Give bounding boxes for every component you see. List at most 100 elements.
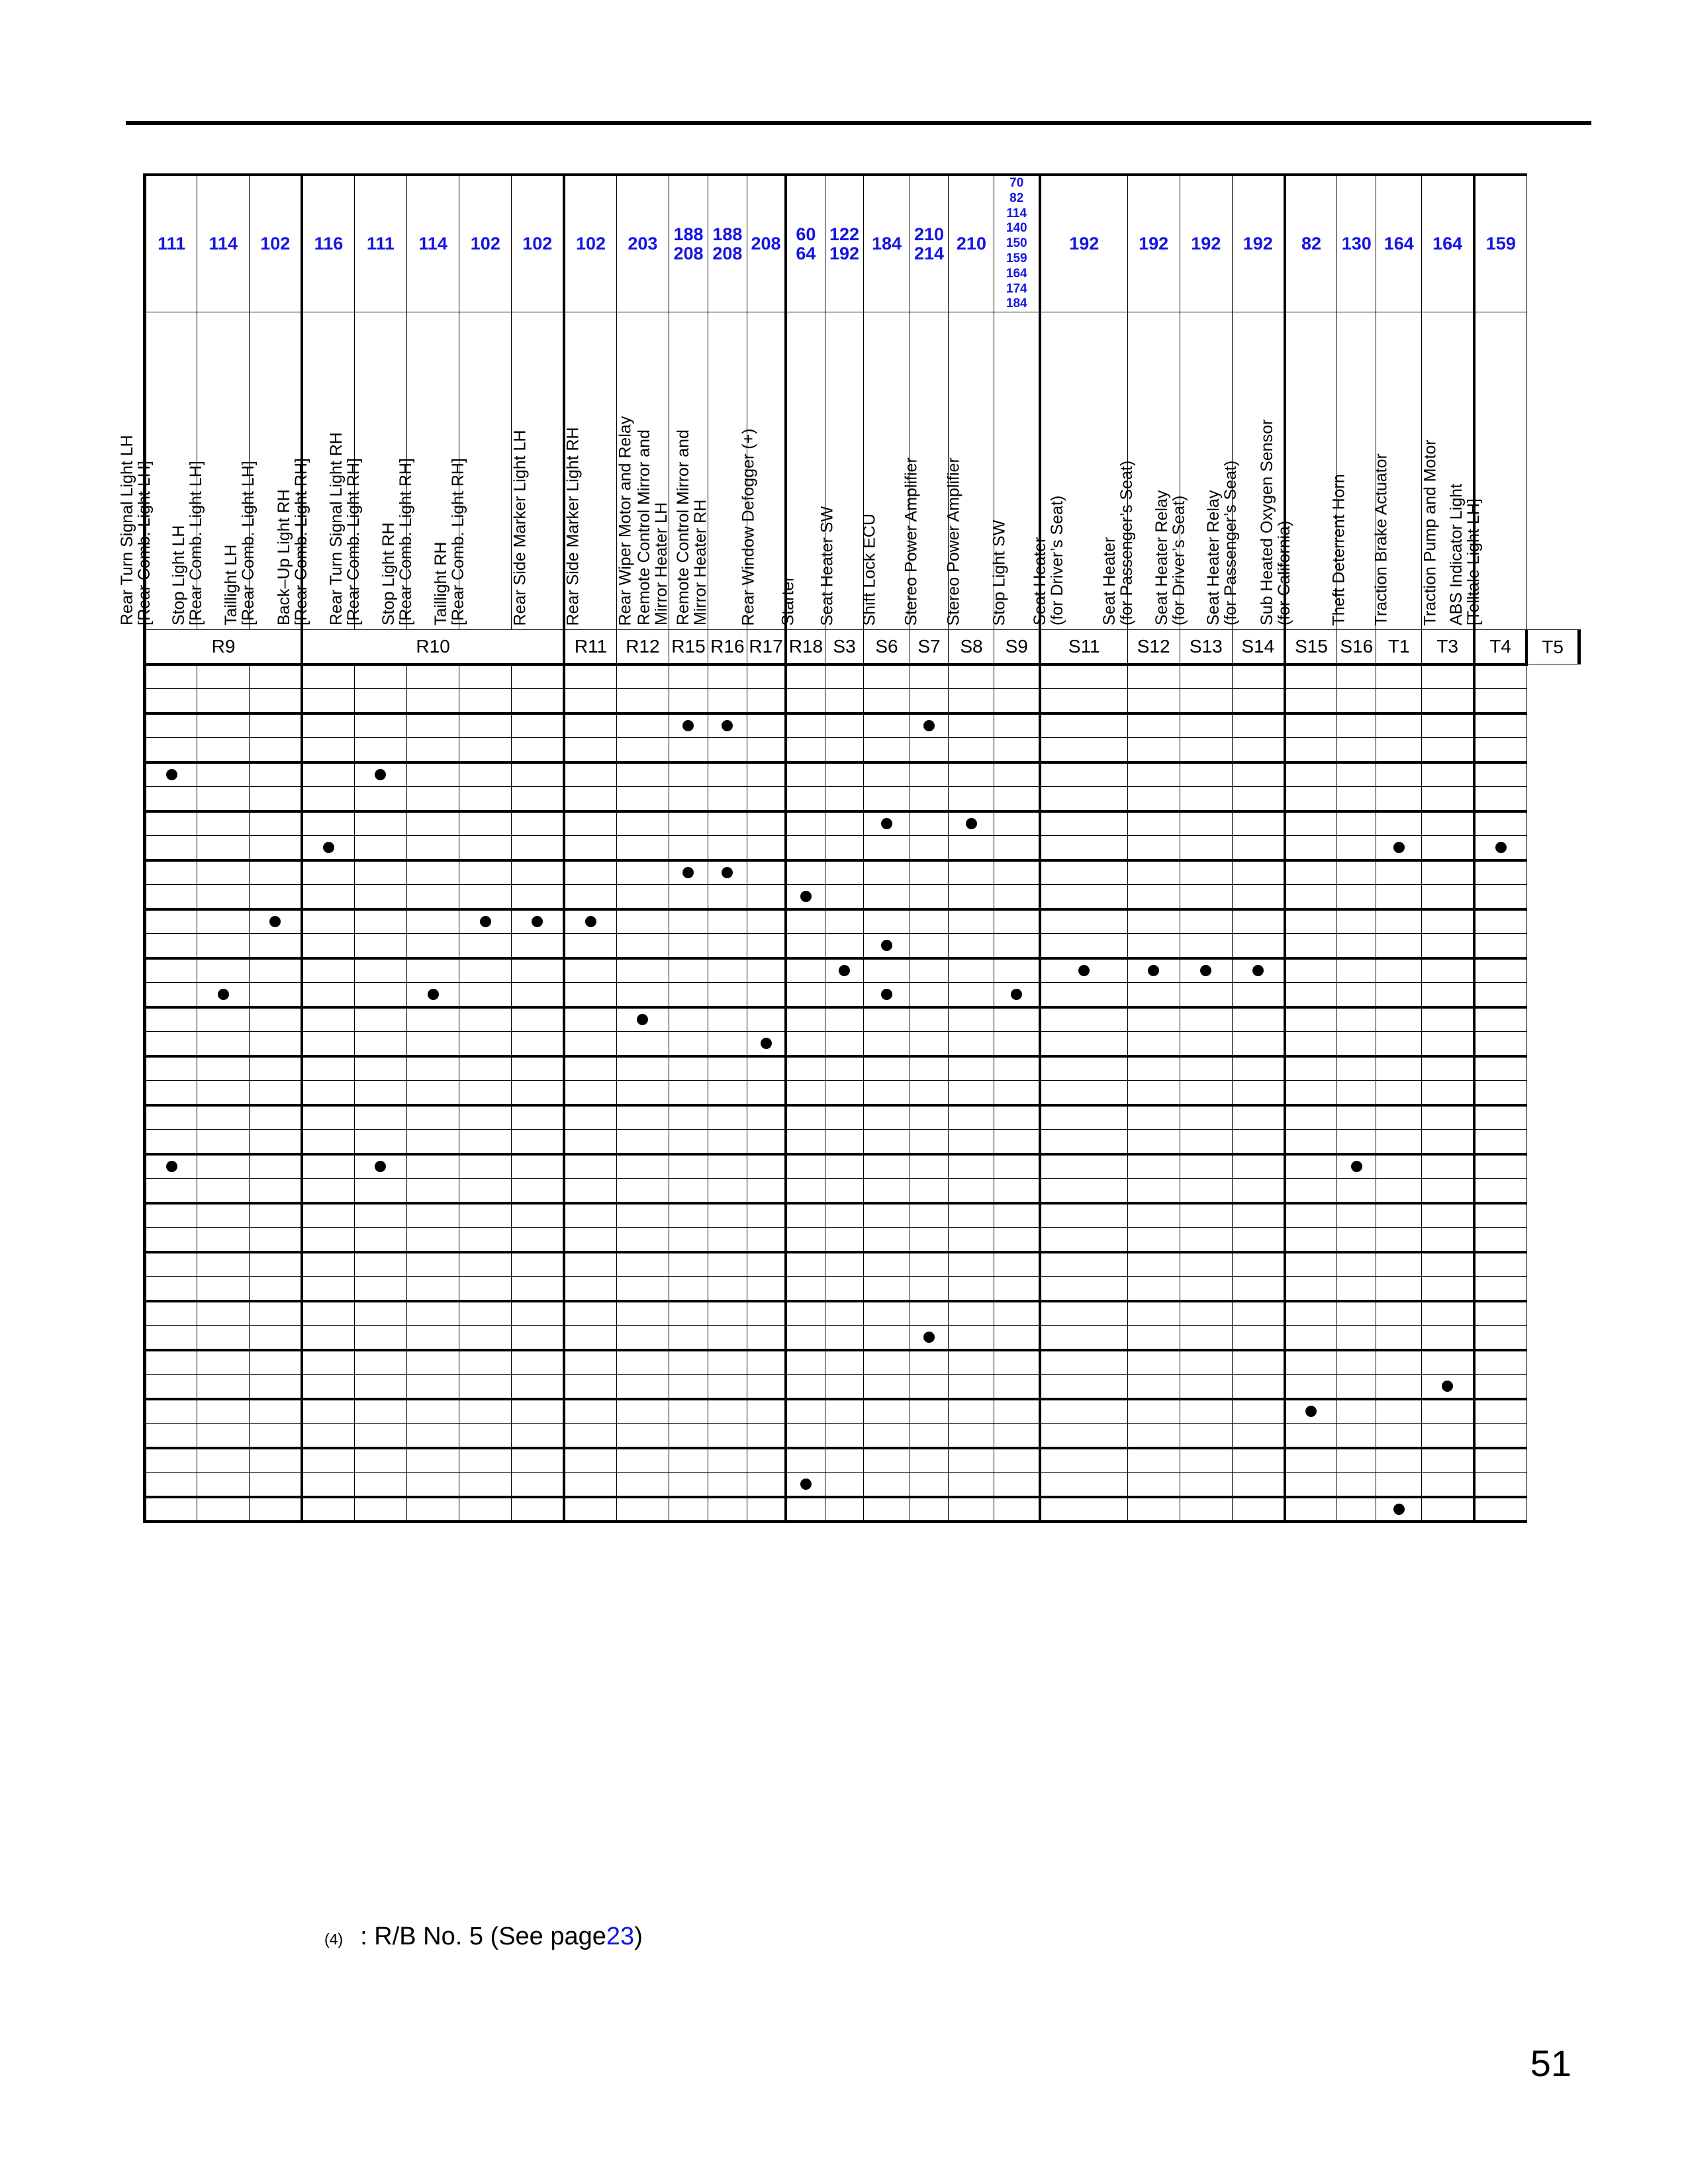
matrix-cell[interactable] — [406, 1325, 460, 1351]
page-ref-cell[interactable]: 111 — [353, 173, 408, 313]
matrix-cell[interactable] — [1472, 860, 1527, 886]
matrix-cell[interactable] — [948, 1374, 995, 1400]
matrix-cell[interactable] — [197, 933, 250, 960]
matrix-cell[interactable] — [511, 884, 565, 911]
matrix-cell[interactable] — [746, 1203, 786, 1228]
matrix-cell[interactable] — [616, 1203, 670, 1228]
matrix-cell[interactable] — [746, 1178, 786, 1205]
matrix-cell[interactable] — [863, 909, 910, 934]
matrix-cell[interactable] — [1127, 1007, 1180, 1032]
matrix-cell[interactable] — [406, 1080, 460, 1107]
matrix-cell[interactable] — [1179, 786, 1233, 813]
matrix-cell[interactable] — [563, 1105, 617, 1130]
matrix-cell[interactable] — [909, 1447, 949, 1473]
matrix-cell[interactable] — [563, 982, 617, 1009]
matrix-cell[interactable] — [746, 835, 786, 862]
matrix-cell[interactable] — [1472, 1203, 1527, 1228]
matrix-cell[interactable] — [1421, 982, 1475, 1009]
matrix-cell[interactable] — [1472, 1398, 1527, 1424]
matrix-cell[interactable] — [1179, 1398, 1233, 1424]
matrix-cell[interactable] — [909, 933, 949, 960]
matrix-cell[interactable] — [1376, 1080, 1423, 1107]
matrix-cell[interactable] — [707, 982, 747, 1009]
page-ref-cell[interactable]: 188 208 — [669, 173, 708, 313]
matrix-cell[interactable] — [142, 1129, 198, 1156]
matrix-cell[interactable] — [707, 1178, 747, 1205]
matrix-cell[interactable] — [511, 1154, 565, 1179]
matrix-cell[interactable] — [142, 1300, 198, 1326]
matrix-cell[interactable] — [616, 1080, 670, 1107]
matrix-cell[interactable] — [669, 1496, 708, 1523]
matrix-cell[interactable] — [994, 688, 1041, 715]
matrix-cell[interactable] — [1376, 1178, 1423, 1205]
matrix-cell[interactable] — [909, 1031, 949, 1058]
connector-code-cell[interactable]: S3 — [824, 629, 865, 665]
matrix-cell[interactable] — [824, 1203, 865, 1228]
matrix-cell[interactable] — [746, 1472, 786, 1498]
matrix-cell[interactable] — [1336, 737, 1377, 764]
matrix-cell[interactable] — [863, 1300, 910, 1326]
matrix-cell[interactable] — [511, 1203, 565, 1228]
matrix-cell[interactable] — [563, 1178, 617, 1205]
matrix-cell[interactable] — [1127, 1227, 1180, 1253]
matrix-cell[interactable] — [1336, 1031, 1377, 1058]
matrix-cell[interactable] — [511, 1300, 565, 1326]
matrix-cell[interactable] — [1283, 1472, 1338, 1498]
page-ref-cell[interactable]: 114 — [406, 173, 460, 313]
matrix-cell[interactable] — [784, 1056, 825, 1081]
matrix-cell[interactable] — [1336, 786, 1377, 813]
matrix-cell[interactable] — [616, 958, 670, 983]
matrix-cell[interactable] — [1376, 1374, 1423, 1400]
connector-code-cell[interactable]: S15 — [1283, 629, 1338, 665]
matrix-cell[interactable] — [616, 1154, 670, 1179]
page-ref-cell[interactable]: 102 — [563, 173, 617, 313]
matrix-cell[interactable] — [1283, 884, 1338, 911]
matrix-cell-marked[interactable] — [249, 909, 303, 934]
matrix-cell[interactable] — [863, 737, 910, 764]
matrix-cell[interactable] — [616, 1031, 670, 1058]
matrix-cell[interactable] — [1336, 1349, 1377, 1375]
matrix-cell[interactable] — [511, 1496, 565, 1523]
matrix-cell[interactable] — [948, 1325, 995, 1351]
matrix-cell[interactable] — [1039, 737, 1128, 764]
matrix-cell[interactable] — [1179, 1496, 1233, 1523]
matrix-cell[interactable] — [1231, 1129, 1286, 1156]
matrix-cell[interactable] — [1179, 737, 1233, 764]
matrix-cell[interactable] — [824, 1056, 865, 1081]
matrix-cell[interactable] — [994, 1056, 1041, 1081]
matrix-cell[interactable] — [948, 688, 995, 715]
matrix-cell[interactable] — [863, 1129, 910, 1156]
matrix-cell[interactable] — [301, 688, 355, 715]
matrix-cell[interactable] — [1179, 713, 1233, 739]
matrix-cell[interactable] — [784, 662, 825, 690]
matrix-cell[interactable] — [1421, 958, 1475, 983]
matrix-cell[interactable] — [824, 662, 865, 690]
matrix-cell[interactable] — [1231, 884, 1286, 911]
matrix-cell[interactable] — [909, 1227, 949, 1253]
matrix-cell[interactable] — [948, 1203, 995, 1228]
matrix-cell[interactable] — [1039, 1227, 1128, 1253]
matrix-cell[interactable] — [301, 1178, 355, 1205]
page-ref-cell[interactable]: 7082 114140 150159 164174 184 — [994, 173, 1041, 313]
matrix-cell[interactable] — [1039, 1178, 1128, 1205]
connector-code-cell[interactable]: R15 — [669, 629, 708, 665]
matrix-cell[interactable] — [669, 909, 708, 934]
matrix-cell[interactable] — [669, 884, 708, 911]
page-ref-cell[interactable]: 188 208 — [707, 173, 747, 313]
matrix-cell[interactable] — [746, 1496, 786, 1523]
matrix-cell[interactable] — [249, 1349, 303, 1375]
matrix-cell[interactable] — [1336, 1178, 1377, 1205]
matrix-cell[interactable] — [1472, 1325, 1527, 1351]
matrix-cell-marked[interactable] — [824, 958, 865, 983]
matrix-cell[interactable] — [563, 1276, 617, 1302]
matrix-cell[interactable] — [824, 1129, 865, 1156]
matrix-cell[interactable] — [1421, 884, 1475, 911]
matrix-cell[interactable] — [406, 1007, 460, 1032]
matrix-cell[interactable] — [1231, 1154, 1286, 1179]
matrix-cell[interactable] — [406, 860, 460, 886]
matrix-cell-marked[interactable] — [746, 1031, 786, 1058]
matrix-cell[interactable] — [563, 1129, 617, 1156]
matrix-cell[interactable] — [353, 1447, 408, 1473]
connector-code-cell[interactable]: S8 — [948, 629, 995, 665]
page-ref-cell[interactable]: 122 192 — [824, 173, 865, 313]
